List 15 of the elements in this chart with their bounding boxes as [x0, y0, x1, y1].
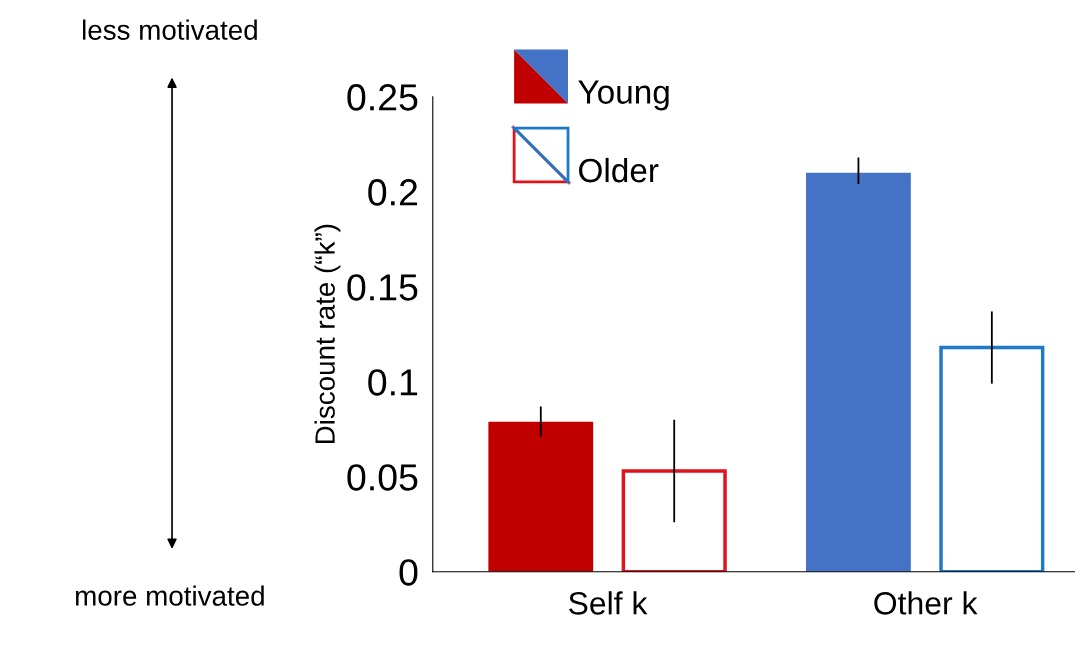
text: less motivated	[82, 19, 257, 40]
legend-label: Young	[578, 80, 669, 111]
y-tick-label: 0.15	[347, 274, 418, 301]
text: more motivated	[76, 585, 264, 606]
y-tick-label: 0.2	[368, 179, 418, 206]
y-tick-label: 0.25	[347, 84, 418, 111]
bar	[806, 172, 911, 572]
y-tick-label: 0.05	[347, 464, 418, 491]
x-tick-label: Other k	[874, 591, 978, 615]
legend-label: Older	[579, 157, 659, 183]
y-tick-label: 0.1	[368, 369, 418, 396]
x-tick-label: Self k	[569, 591, 648, 615]
bar	[488, 421, 594, 572]
y-axis-title: Discount rate (“k”)	[314, 224, 341, 444]
y-tick-label: 0	[399, 559, 418, 586]
